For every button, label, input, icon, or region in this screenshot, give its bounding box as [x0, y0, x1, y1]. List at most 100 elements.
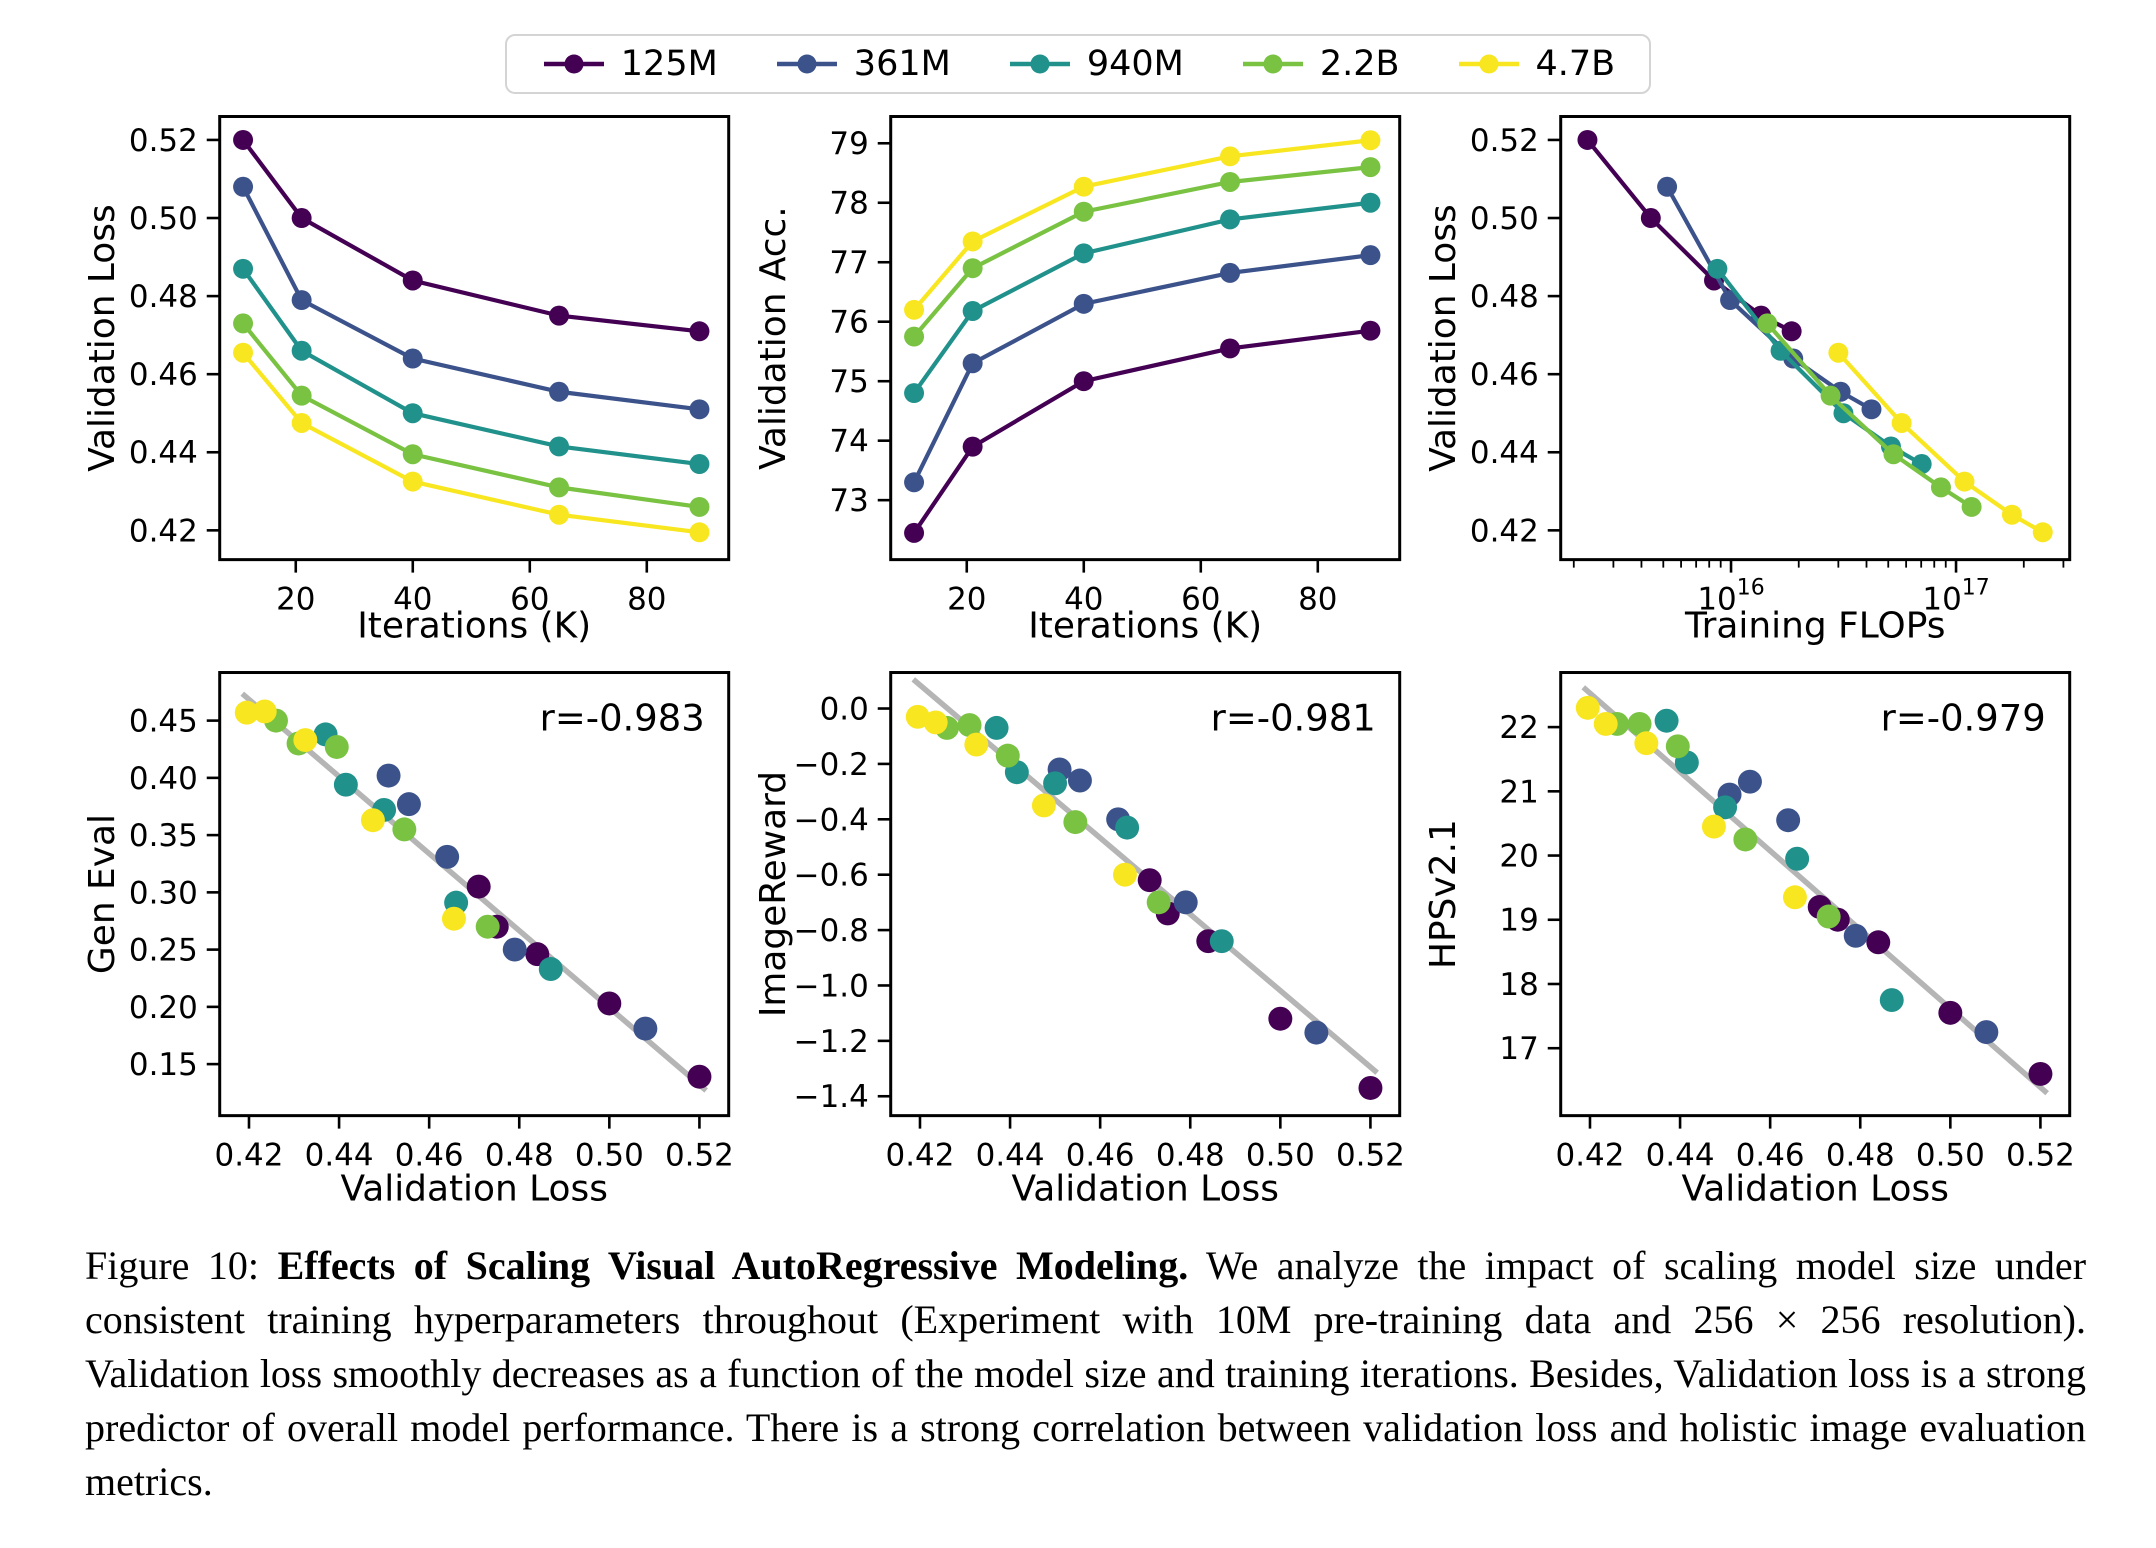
data-point-361M	[402, 348, 423, 369]
x-axis-label: Validation Loss	[340, 1168, 607, 1209]
chart-validation-acc-vs-iterations: 20 40 60 80 73 74 75 76 77 78 79 Iterations (K) Vali…	[753, 115, 1401, 646]
data-point-2.2B	[1219, 172, 1240, 192]
data-point-4.7B	[1702, 814, 1727, 839]
y-tick-label: 0.42	[129, 513, 198, 549]
y-axis-label: Gen Eval	[82, 814, 123, 974]
data-point-125M	[1073, 371, 1094, 392]
y-tick-label: 0.0	[819, 691, 868, 727]
data-point-2.2B	[962, 258, 983, 279]
legend-item-361M: 361M	[774, 44, 951, 84]
x-tick-label: 0.44	[975, 1138, 1044, 1174]
y-tick-label: 21	[1500, 774, 1539, 810]
x-tick-label: 0.48	[1826, 1138, 1895, 1174]
figure-caption: Figure 10: Effects of Scaling Visual Aut…	[85, 1239, 2086, 1509]
data-point-940M	[233, 258, 254, 279]
x-tick-label: 80	[1298, 582, 1337, 618]
series-line-4.7B	[241, 351, 700, 535]
x-tick-label: 0.48	[1155, 1138, 1224, 1174]
y-tick-label: −0.2	[793, 747, 868, 783]
y-tick-label: 0.35	[129, 818, 198, 854]
x-tick-label: 20	[947, 582, 986, 618]
series-line-125M	[1586, 138, 1793, 334]
data-point-4.7B	[1576, 695, 1601, 720]
y-tick-label: −0.8	[793, 913, 868, 949]
x-tick-label: 1017	[1923, 576, 1990, 618]
chart-gen-eval-vs-validation-loss: 0.42 0.44 0.46 0.48 0.50 0.52 0.15 0.20 0.25 0.30…	[82, 671, 734, 1209]
data-point-361M	[291, 290, 312, 311]
data-point-361M	[1657, 176, 1678, 197]
legend-marker-icon	[776, 54, 837, 74]
y-tick-label: 0.50	[129, 201, 198, 237]
data-point-125M	[1268, 1006, 1292, 1031]
data-point-940M	[984, 715, 1009, 740]
trend-line	[1581, 685, 2050, 1096]
x-tick-label: 0.44	[1646, 1138, 1715, 1174]
caption-figure-label: Figure 10:	[85, 1243, 278, 1288]
data-point-4.7B	[2033, 522, 2054, 543]
data-point-361M	[1219, 262, 1240, 283]
data-point-940M	[1219, 209, 1240, 230]
y-tick-label: 0.25	[129, 933, 198, 969]
y-tick-label: −1.2	[793, 1024, 868, 1060]
data-point-125M	[903, 522, 924, 543]
y-tick-label: 19	[1500, 903, 1539, 939]
data-point-2.2B	[1666, 734, 1691, 759]
data-point-125M	[466, 874, 491, 899]
data-point-361M	[1844, 923, 1869, 948]
data-point-2.2B	[1757, 313, 1778, 334]
data-point-2.2B	[1733, 827, 1758, 852]
y-tick-label: 79	[829, 126, 868, 162]
data-point-2.2B	[689, 496, 710, 517]
x-tick-label: 0.52	[2006, 1138, 2075, 1174]
x-tick-label: 0.52	[665, 1138, 734, 1174]
y-tick-label: 18	[1500, 967, 1539, 1003]
data-point-940M	[549, 436, 570, 457]
data-point-2.2B	[1063, 810, 1087, 835]
y-tick-label: 0.30	[129, 875, 198, 911]
x-tick-label: 40	[393, 582, 432, 618]
data-point-4.7B	[1783, 885, 1808, 910]
chart-imagereward-vs-validation-loss: 0.42 0.44 0.46 0.48 0.50 0.52 0.0 −0.2 −0.4 −0.6 −…	[753, 671, 1405, 1209]
y-tick-label: 0.48	[1470, 279, 1539, 315]
y-tick-label: 0.48	[129, 279, 198, 315]
x-tick-label: 1016	[1698, 576, 1765, 618]
data-point-2.2B	[1961, 496, 1982, 517]
data-point-940M	[1360, 192, 1381, 213]
data-point-940M	[1114, 815, 1139, 840]
y-tick-label: 0.46	[1470, 357, 1539, 393]
data-point-4.7B	[2002, 504, 2023, 525]
data-point-361M	[502, 937, 527, 962]
legend-marker-icon	[1009, 54, 1070, 74]
legend-item-2.2B: 2.2B	[1240, 44, 1400, 84]
data-point-125M	[402, 270, 423, 291]
data-point-2.2B	[392, 817, 417, 842]
data-point-361M	[1861, 399, 1882, 420]
legend: 125M 361M 940M 2.2B 4.7B	[504, 34, 1652, 94]
y-tick-label: 0.42	[1470, 513, 1539, 549]
chart-validation-loss-vs-iterations: 20 40 60 80 0.42 0.44 0.46 0.48 0.50 0.52 Iteratio…	[82, 115, 731, 646]
x-axis-label: Iterations (K)	[1028, 605, 1262, 646]
y-tick-label: 0.44	[1470, 435, 1539, 471]
data-point-125M	[291, 208, 312, 228]
data-point-2.2B	[903, 326, 924, 347]
caption-body: We analyze the impact of scaling model s…	[85, 1243, 2087, 1504]
series-line-125M	[241, 138, 700, 334]
data-point-2.2B	[957, 713, 982, 738]
x-tick-label: 0.50	[1916, 1138, 1985, 1174]
data-point-361M	[1738, 769, 1763, 794]
data-point-125M	[689, 321, 710, 342]
chart-hpsv21-vs-validation-loss: 0.42 0.44 0.46 0.48 0.50 0.52 17 18 19 20 21 22 r=-0…	[1423, 671, 2075, 1209]
caption-title: Effects of Scaling Visual AutoRegressive…	[277, 1243, 1189, 1288]
y-axis-label: HPSv2.1	[1423, 819, 1464, 969]
y-tick-label: 0.50	[1470, 201, 1539, 237]
x-tick-label: 0.46	[1065, 1138, 1134, 1174]
y-tick-label: 0.40	[129, 761, 198, 797]
data-point-2.2B	[1931, 477, 1952, 498]
data-point-940M	[689, 454, 710, 475]
legend-marker-icon	[1458, 54, 1519, 74]
x-tick-label: 80	[627, 582, 666, 618]
y-tick-label: 17	[1500, 1031, 1539, 1067]
x-tick-label: 0.50	[1246, 1138, 1315, 1174]
x-tick-label: 40	[1064, 582, 1103, 618]
data-point-940M	[1833, 403, 1854, 424]
